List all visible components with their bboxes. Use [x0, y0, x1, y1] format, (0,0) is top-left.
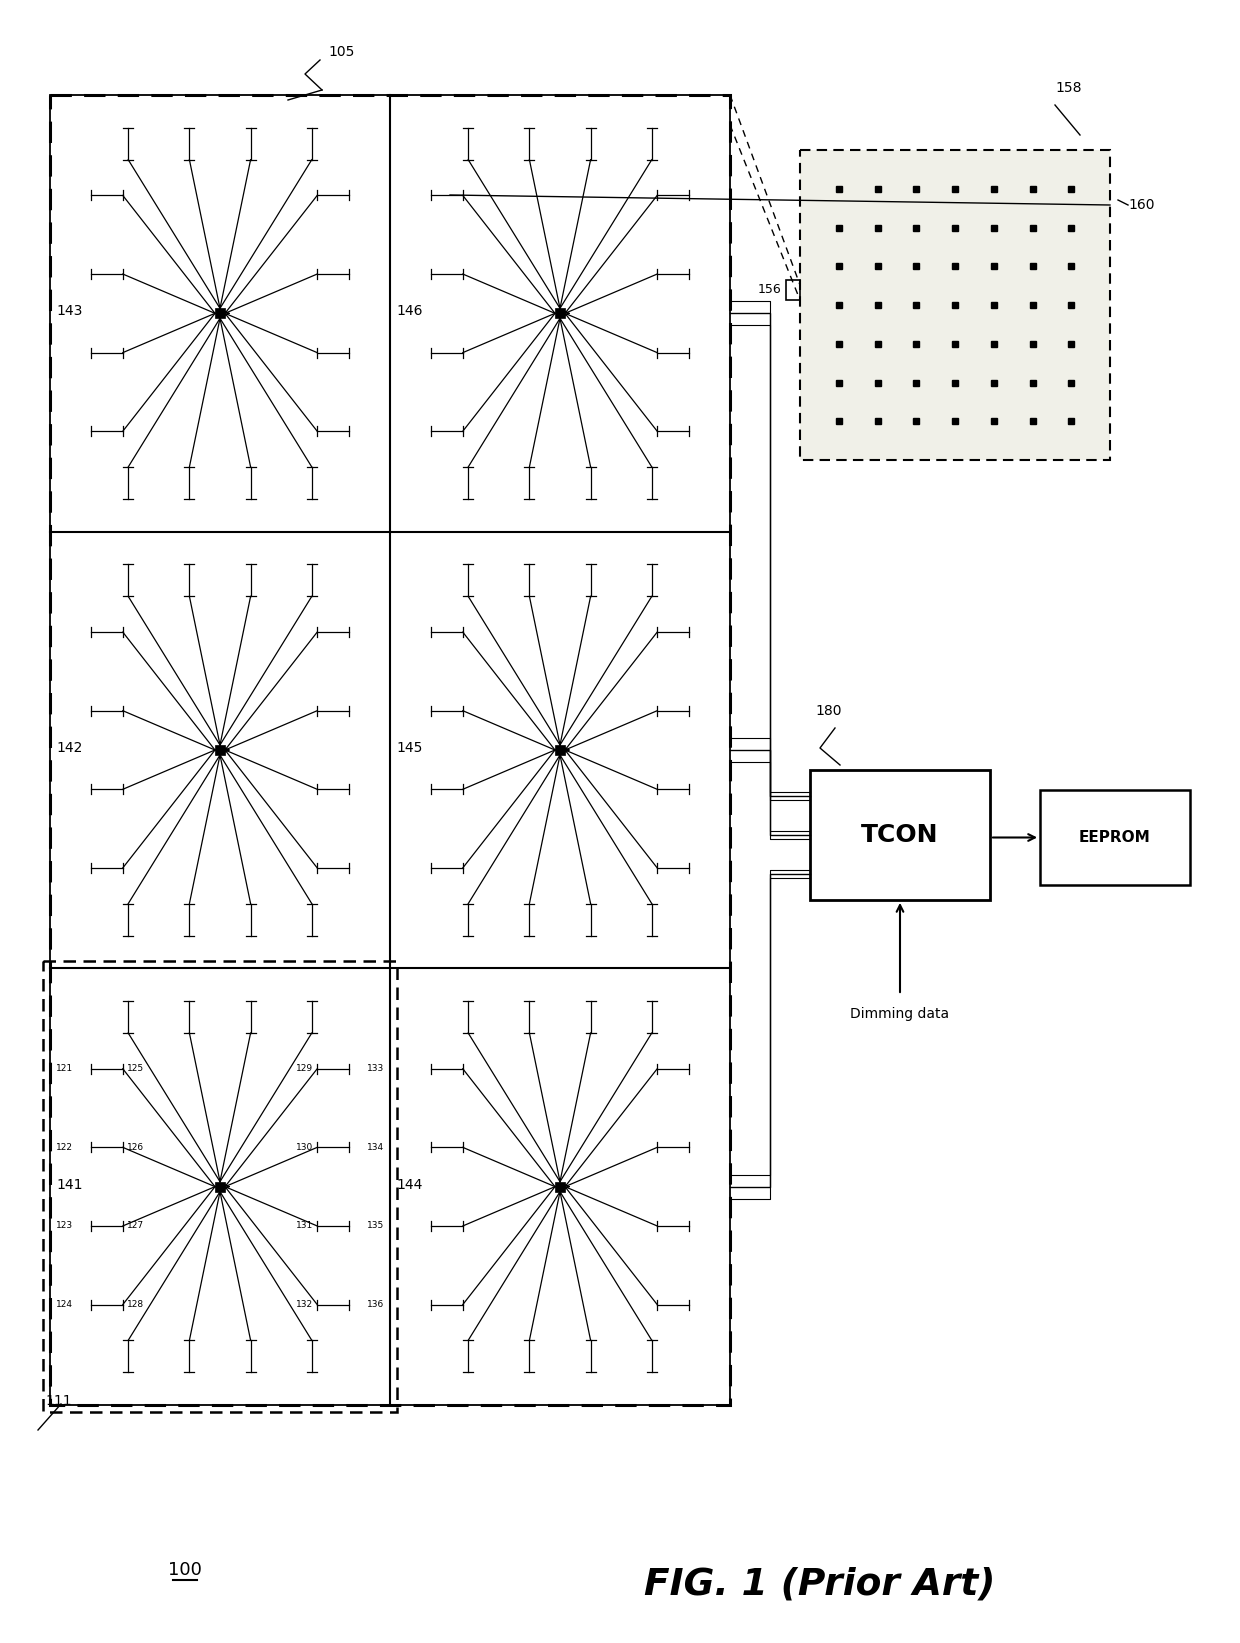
Text: 128: 128 — [126, 1300, 144, 1309]
Text: 136: 136 — [367, 1300, 384, 1309]
Text: 142: 142 — [56, 741, 82, 756]
Bar — [786, 279, 800, 299]
Bar — [556, 1181, 565, 1191]
Text: 129: 129 — [296, 1065, 314, 1073]
Text: 122: 122 — [56, 1144, 73, 1152]
Bar — [810, 771, 990, 900]
Text: 130: 130 — [296, 1144, 314, 1152]
Bar — [50, 95, 391, 532]
Bar — [50, 95, 730, 1405]
Text: 124: 124 — [56, 1300, 73, 1309]
Bar — [50, 532, 391, 968]
Text: TCON: TCON — [862, 823, 939, 848]
Bar — [1040, 790, 1190, 886]
Bar — [556, 309, 565, 319]
Text: 131: 131 — [296, 1221, 314, 1231]
Bar — [556, 744, 565, 756]
Text: 158: 158 — [1055, 81, 1081, 95]
Bar — [800, 150, 1110, 460]
Bar — [50, 968, 391, 1405]
Text: 160: 160 — [1128, 199, 1154, 212]
Text: 145: 145 — [396, 741, 423, 756]
Bar — [391, 95, 730, 532]
Bar — [391, 532, 730, 968]
Bar — [215, 1181, 224, 1191]
Text: 125: 125 — [126, 1065, 144, 1073]
Bar — [43, 961, 397, 1411]
Text: 143: 143 — [56, 304, 82, 319]
Text: 132: 132 — [296, 1300, 314, 1309]
Text: 111: 111 — [45, 1393, 72, 1408]
Text: 180: 180 — [815, 703, 842, 718]
Text: 127: 127 — [126, 1221, 144, 1231]
Text: 100: 100 — [169, 1561, 202, 1579]
Text: 121: 121 — [56, 1065, 73, 1073]
Text: 135: 135 — [367, 1221, 384, 1231]
Text: 105: 105 — [329, 44, 355, 59]
Text: 123: 123 — [56, 1221, 73, 1231]
Bar — [215, 744, 224, 756]
Bar — [391, 968, 730, 1405]
Text: 134: 134 — [367, 1144, 384, 1152]
Text: EEPROM: EEPROM — [1079, 830, 1151, 845]
Text: 144: 144 — [396, 1178, 423, 1191]
Text: 156: 156 — [758, 283, 781, 296]
Text: FIG. 1 (Prior Art): FIG. 1 (Prior Art) — [645, 1567, 996, 1604]
Bar — [215, 309, 224, 319]
Text: 126: 126 — [126, 1144, 144, 1152]
Text: Dimming data: Dimming data — [851, 1007, 950, 1020]
Text: 133: 133 — [367, 1065, 384, 1073]
Text: 146: 146 — [396, 304, 423, 319]
Text: 141: 141 — [56, 1178, 83, 1191]
